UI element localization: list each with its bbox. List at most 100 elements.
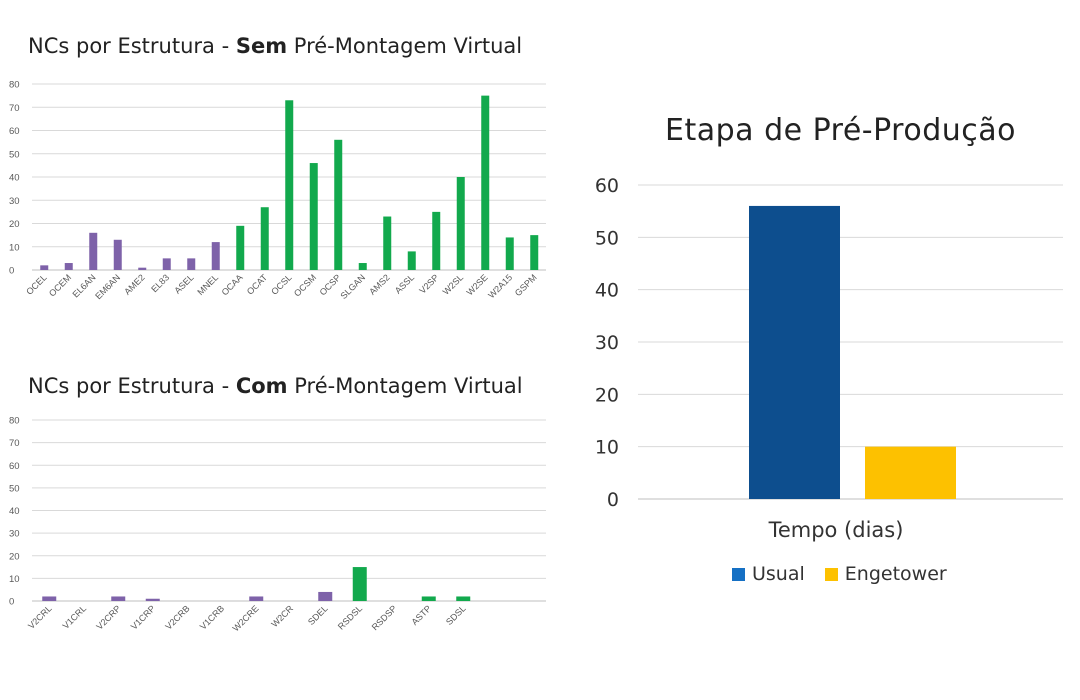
chart-sem-x-tick-label: OCAA [220, 272, 245, 297]
chart-sem-bar [456, 177, 465, 270]
chart-com-bar [145, 598, 160, 601]
chart-com-y-tick-label: 60 [9, 461, 20, 472]
legend-item-engetower: Engetower [824, 563, 947, 585]
chart-com-bar [249, 596, 264, 601]
legend-swatch-engetower [824, 567, 838, 581]
title-bold: Com [235, 374, 288, 398]
chart-sem-x-tick-label: GSPM [513, 272, 539, 298]
chart-com-x-tick-label: RSDSP [370, 603, 399, 632]
legend-label-engetower: Engetower [844, 563, 947, 585]
chart-sem-bar [260, 207, 269, 270]
legend: Usual Engetower [732, 563, 967, 585]
chart-sem-bar [309, 163, 318, 270]
chart-pre-bar-engetower [865, 446, 956, 499]
chart-com-y-tick-label: 30 [9, 529, 20, 540]
chart-pre-y-tick-label: 50 [595, 227, 619, 249]
chart-com-y-tick-label: 0 [9, 597, 14, 608]
chart-sem-x-tick-label: ASEL [172, 272, 195, 295]
chart-sem-y-tick-label: 40 [9, 173, 20, 184]
chart-com-x-tick-label: W2CRE [231, 603, 261, 633]
chart-sem-y-tick-label: 20 [9, 219, 20, 230]
chart-com-bar [352, 567, 367, 601]
chart-pre-y-tick-label: 60 [595, 175, 619, 197]
chart-sem-bar [89, 232, 98, 270]
title-part: NCs por Estrutura - [28, 374, 236, 398]
chart-sem-bar [113, 239, 122, 270]
chart-com-x-tick-label: V2CRB [163, 603, 191, 631]
chart-com-y-tick-label: 10 [9, 574, 20, 585]
chart-sem-x-tick-label: OCAT [245, 272, 270, 297]
chart-sem-x-tick-label: EL83 [149, 272, 171, 294]
chart-sem-bar [407, 251, 416, 270]
chart-sem-x-tick-label: AME2 [122, 272, 146, 296]
chart-sem-bar [211, 242, 220, 270]
chart-pre-y-tick-label: 30 [595, 332, 619, 354]
chart-com-x-tick-label: SDSL [444, 603, 468, 627]
chart-sem-x-tick-label: W2SL [441, 272, 465, 296]
chart-sem-x-tick-label: EM6AN [93, 272, 122, 301]
chart-sem-y-tick-label: 80 [9, 80, 20, 91]
chart-com-x-tick-label: V1CRL [61, 603, 89, 631]
legend-swatch-usual [732, 567, 745, 581]
chart-sem-bar [162, 258, 171, 270]
chart-sem-x-tick-label: OCEL [24, 272, 48, 296]
chart-com-y-tick-label: 20 [9, 551, 20, 562]
chart-com-y-tick-label: 80 [9, 416, 20, 427]
chart-pre-y-tick-label: 40 [595, 280, 619, 302]
chart-pre-y-tick-label: 10 [595, 437, 619, 459]
chart-sem-x-tick-label: AMS2 [367, 272, 391, 296]
title-bold: Sem [235, 34, 288, 58]
chart-com-bar [421, 596, 436, 601]
chart-pre-bar-usual [749, 205, 840, 499]
chart-sem-x-tick-label: OCEM [47, 272, 73, 298]
title-part: Pré-Montagem Virtual [287, 34, 523, 58]
chart-com-y-tick-label: 70 [9, 438, 20, 449]
chart-sem-y-tick-label: 30 [9, 196, 20, 207]
chart-sem-x-tick-label: OCSM [292, 272, 318, 298]
chart-sem-x-tick-label: W2A15 [486, 272, 514, 300]
chart-sem-bar [236, 225, 245, 270]
chart-sem-x-tick-label: ASSL [393, 272, 416, 295]
chart-sem-bar [64, 263, 73, 270]
chart-com-x-tick-label: V1CRP [129, 603, 157, 631]
chart-sem-bar [285, 100, 294, 271]
chart-sem-x-tick-label: SLGAN [339, 272, 368, 301]
chart-sem-bar [358, 263, 367, 270]
chart-sem-bar [138, 267, 147, 270]
chart-com-x-tick-label: V2CRL [26, 603, 54, 631]
chart-sem-bar [432, 211, 441, 270]
chart-title-sem: NCs por Estrutura - Sem Pré-Montagem Vir… [28, 34, 522, 58]
chart-sem-y-tick-label: 0 [9, 266, 14, 277]
chart-com-x-tick-label: RSDSL [336, 603, 364, 631]
chart-pre-y-tick-label: 0 [607, 489, 619, 511]
chart-com-x-tick-label: SDEL [306, 603, 330, 627]
chart-sem-y-tick-label: 70 [9, 103, 20, 114]
chart-com-x-tick-label: V2CRP [94, 603, 122, 631]
chart-com-y-tick-label: 40 [9, 506, 20, 517]
chart-sem-x-tick-label: V2SP [417, 272, 440, 295]
chart-com-x-tick-label: ASTP [409, 603, 433, 627]
chart-com-bar [42, 596, 57, 601]
chart-sem-bar [187, 258, 196, 270]
chart-sem-bar [383, 216, 392, 270]
chart-com-bar [111, 596, 126, 601]
chart-sem-y-tick-label: 60 [9, 126, 20, 137]
chart-sem-x-tick-label: MNEL [195, 272, 220, 297]
chart-sem-x-tick-label: OCSL [269, 272, 293, 296]
chart-sem-bar [40, 265, 49, 270]
chart-pre-y-tick-label: 20 [595, 384, 619, 406]
chart-sem-y-tick-label: 10 [9, 242, 20, 253]
chart-pre-x-category-label: Tempo (dias) [768, 518, 904, 542]
chart-title-pre-producao: Etapa de Pré-Produção [665, 113, 1017, 148]
chart-title-com: NCs por Estrutura - Com Pré-Montagem Vir… [28, 374, 523, 398]
chart-com-x-tick-label: W2CR [269, 603, 295, 629]
legend-item-usual: Usual [732, 563, 805, 585]
chart-com-y-tick-label: 50 [9, 483, 20, 494]
chart-sem-y-tick-label: 50 [9, 149, 20, 160]
chart-sem-bar [530, 235, 539, 270]
chart-com-bar [456, 596, 471, 601]
chart-com-bar [318, 591, 333, 601]
chart-sem-bar [505, 237, 514, 270]
chart-sem-bar [481, 95, 490, 270]
